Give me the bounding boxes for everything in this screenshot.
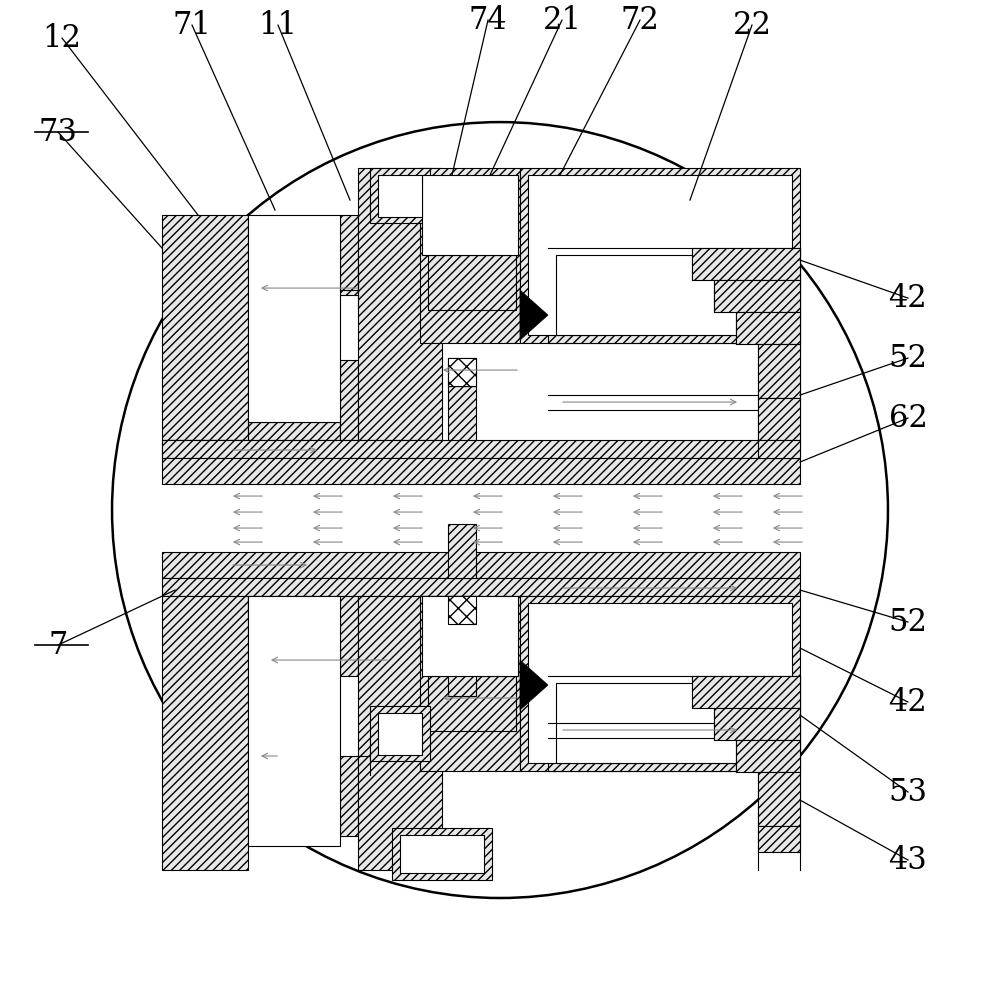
Bar [340,756,358,836]
Bar [548,676,780,771]
Bar [370,168,430,223]
Bar [378,175,422,217]
Bar [520,596,800,771]
Text: 52: 52 [888,606,927,638]
Bar [528,603,792,763]
Bar [528,175,792,336]
Bar [428,255,516,310]
Bar [692,676,800,708]
Text: 7: 7 [48,630,68,660]
Bar [448,358,476,387]
Text: 12: 12 [43,23,82,54]
Polygon shape [520,660,548,710]
Text: 43: 43 [889,845,927,875]
Text: 42: 42 [889,283,927,314]
Text: 71: 71 [173,10,211,40]
Bar [448,596,476,624]
Bar [370,706,430,761]
Bar [758,826,800,852]
Bar [248,215,340,422]
Bar [248,596,340,846]
Bar [162,440,800,458]
Bar [736,312,800,344]
Bar [714,280,800,312]
Bar [448,624,476,697]
Text: 21: 21 [542,5,581,35]
Bar [448,596,476,624]
Bar [448,358,476,387]
Bar [422,175,518,255]
Bar [358,168,442,440]
Bar [420,168,520,343]
Bar [420,596,520,771]
Bar [340,596,358,676]
Bar [556,255,772,336]
Text: 74: 74 [469,5,507,35]
Bar [692,248,800,280]
Text: 62: 62 [889,402,927,434]
Bar [378,713,422,755]
Bar [392,828,492,880]
Polygon shape [520,290,548,340]
Text: 42: 42 [889,687,927,717]
Bar [758,398,800,440]
Bar [556,683,772,763]
Bar [162,578,800,596]
Bar [400,835,484,873]
Bar [758,772,800,826]
Bar [736,740,800,772]
Bar [162,596,248,870]
Bar [248,596,340,614]
Text: 22: 22 [732,10,771,40]
Bar [714,708,800,740]
Bar [448,524,476,578]
Bar [448,387,476,458]
Text: 73: 73 [39,117,77,147]
Text: 11: 11 [259,10,298,40]
Text: 52: 52 [888,342,927,374]
Bar [758,440,800,458]
Bar [340,215,358,295]
Text: 53: 53 [888,777,927,807]
Bar [162,458,800,484]
Bar [162,440,340,458]
Bar [428,676,516,731]
Bar [520,168,800,343]
Text: 72: 72 [621,5,659,35]
Bar [162,552,800,578]
Bar [340,360,358,440]
Bar [422,596,518,676]
Bar [758,344,800,398]
Bar [162,215,248,440]
Bar [548,248,780,343]
Bar [248,422,340,440]
Bar [358,596,442,870]
